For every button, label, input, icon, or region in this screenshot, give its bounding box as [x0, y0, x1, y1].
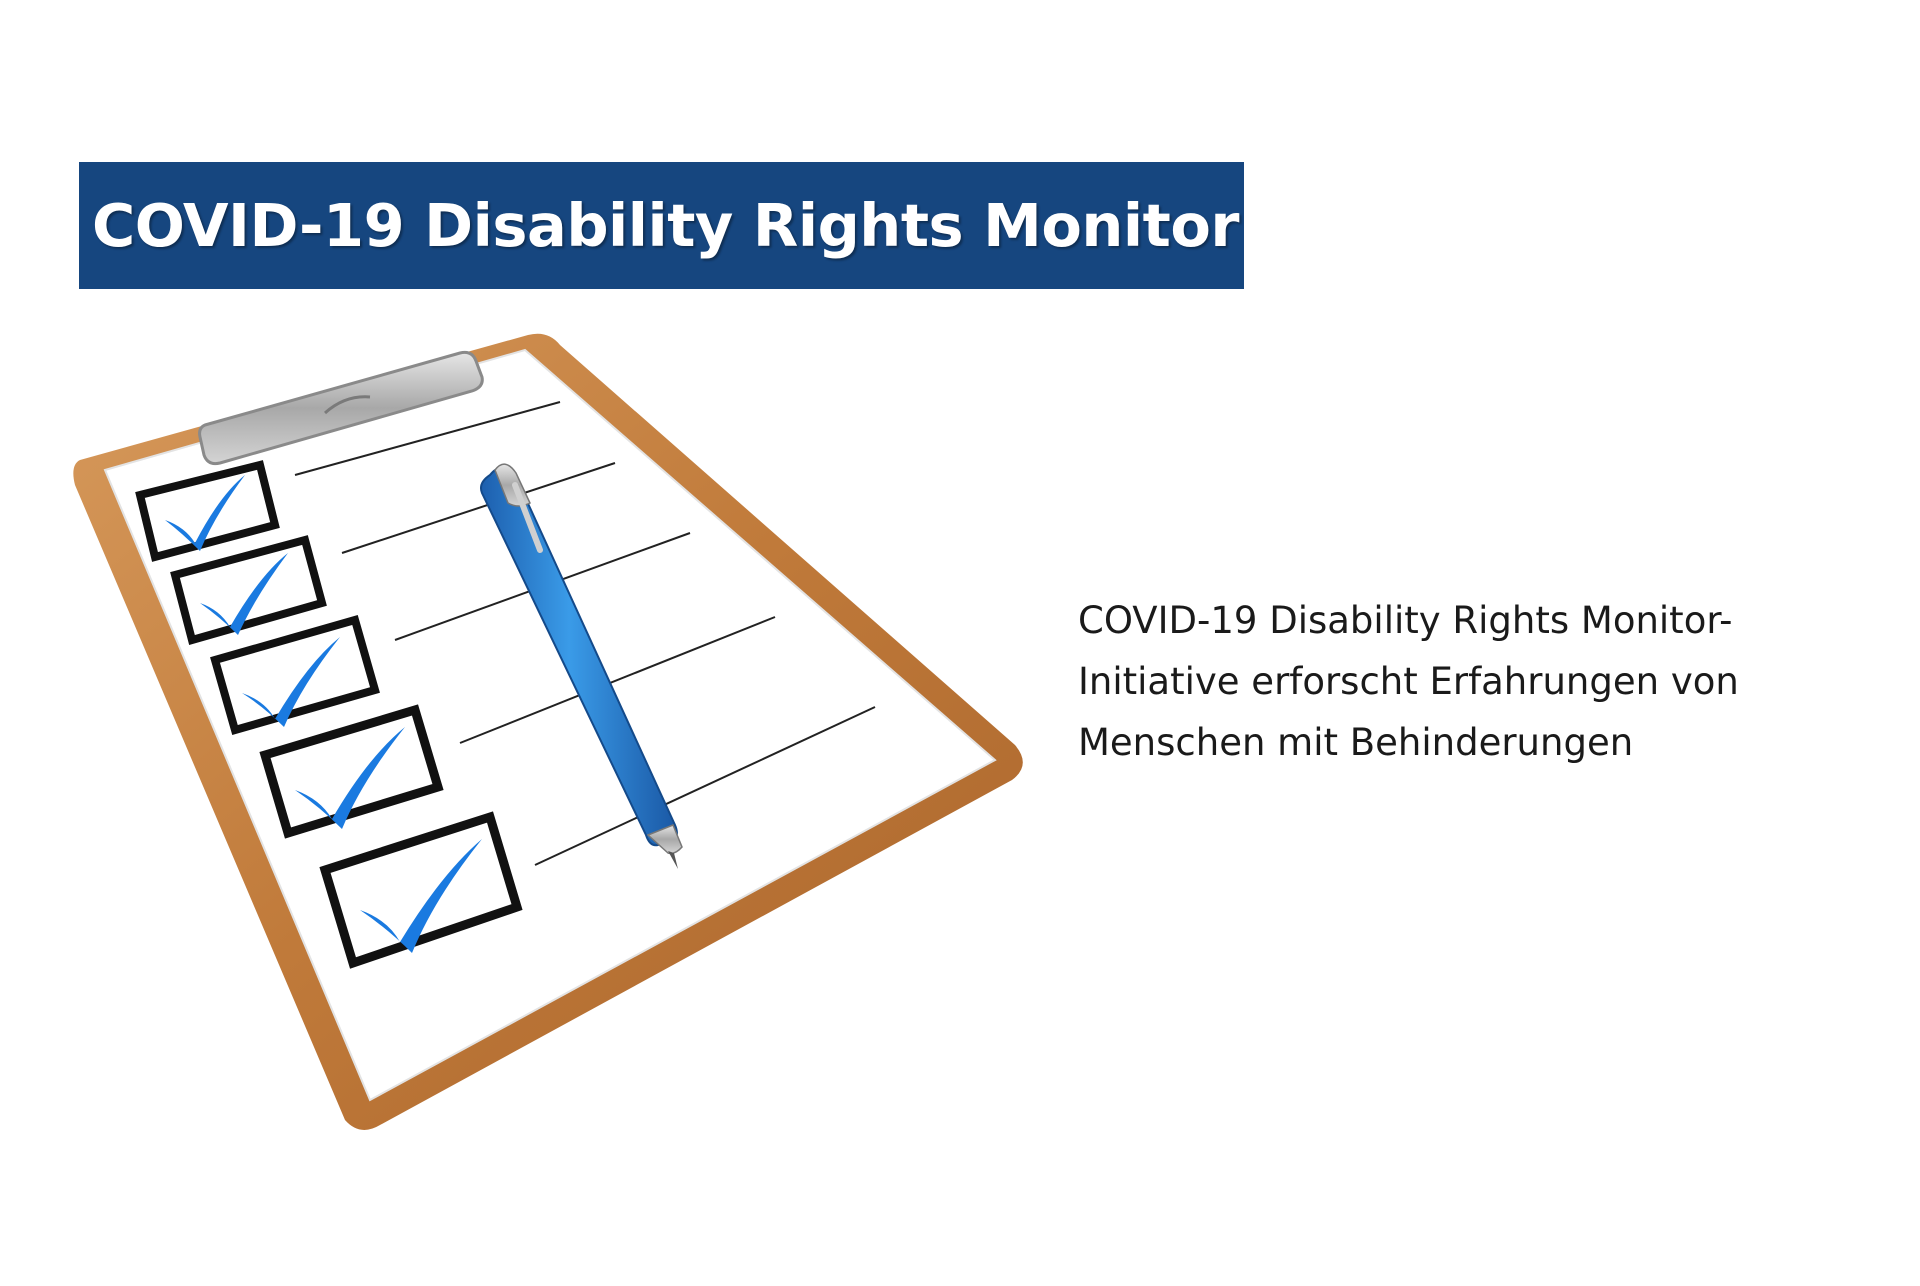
title-banner: COVID-19 Disability Rights Monitor — [79, 162, 1244, 289]
caption-line-1: COVID-19 Disability Rights Monitor- — [1078, 599, 1733, 642]
check-icon — [165, 475, 245, 551]
checkbox-2 — [170, 535, 327, 645]
check-icon — [242, 637, 340, 727]
clipboard-checklist-icon — [73, 333, 1023, 1130]
checkbox-3 — [210, 615, 380, 735]
check-icon — [200, 553, 288, 635]
checkbox-4 — [259, 704, 444, 839]
caption-line-2: Initiative erforscht Erfahrungen von — [1078, 660, 1739, 703]
checkbox-1 — [135, 460, 280, 562]
caption-text: COVID-19 Disability Rights Monitor- Init… — [1078, 590, 1838, 773]
banner-title: COVID-19 Disability Rights Monitor — [92, 191, 1239, 260]
checkbox-5 — [319, 811, 523, 969]
check-icon — [360, 839, 482, 953]
clipboard-clip-icon — [198, 350, 484, 466]
pen-icon — [480, 463, 683, 869]
caption-line-3: Menschen mit Behinderungen — [1078, 721, 1634, 764]
check-icon — [295, 727, 405, 829]
